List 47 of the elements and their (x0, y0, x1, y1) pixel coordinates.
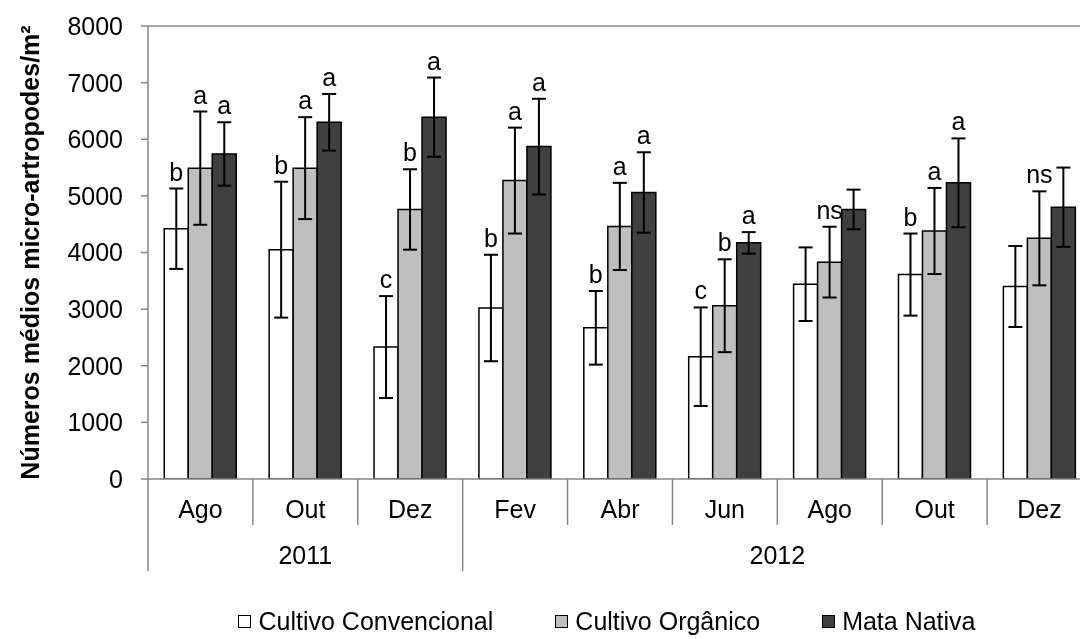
x-tick-label: Jun (704, 494, 746, 523)
data-label: a (612, 151, 627, 180)
data-label: b (588, 260, 603, 289)
x-tick-label: Dez (1017, 494, 1062, 523)
data-label: c (379, 265, 393, 294)
data-label: a (427, 46, 442, 75)
y-tick-label: 7000 (67, 68, 123, 97)
data-label: a (507, 96, 522, 125)
data-label: a (322, 62, 337, 91)
y-tick-label: 6000 (67, 125, 123, 154)
data-label: a (636, 121, 651, 150)
x-tick-label: Abr (600, 494, 640, 523)
x-tick-label: Fev (494, 494, 537, 523)
data-label: a (217, 91, 232, 120)
data-label: c (694, 276, 707, 305)
y-tick-label: 5000 (67, 181, 123, 210)
legend-label: Cultivo Orgânico (575, 606, 761, 636)
y-tick-label: 2000 (67, 351, 123, 380)
x-tick-label: Dez (387, 494, 433, 523)
y-tick-label: 3000 (67, 295, 123, 323)
y-tick-label: 8000 (67, 11, 123, 40)
data-label: a (193, 80, 208, 109)
data-label: a (741, 201, 756, 230)
legend-label: Cultivo Convencional (258, 606, 494, 636)
x-tick-label: Out (914, 494, 955, 523)
data-label: b (717, 228, 732, 257)
data-label: b (169, 157, 184, 186)
data-label: b (903, 202, 918, 231)
data-label: a (927, 156, 942, 185)
y-tick-label: 1000 (67, 408, 123, 437)
y-axis-title: Números médios micro-artropodes/m² (16, 25, 44, 480)
data-label: b (483, 223, 498, 252)
data-label: ns (1026, 160, 1053, 189)
x-tick-label: Ago (807, 494, 853, 523)
data-label: b (274, 150, 289, 179)
data-label: a (951, 107, 966, 136)
y-tick-label: 4000 (67, 238, 123, 267)
data-label: b (403, 138, 417, 167)
y-tick-label: 0 (109, 464, 123, 493)
data-label: a (298, 86, 313, 115)
text: 2012 (749, 541, 806, 569)
legend-label: Mata Nativa (842, 606, 976, 636)
data-label: ns (816, 195, 843, 224)
x-tick-label: Out (285, 494, 326, 523)
text: 2011 (278, 541, 333, 569)
data-label: a (531, 67, 546, 96)
x-tick-label: Ago (178, 494, 223, 523)
